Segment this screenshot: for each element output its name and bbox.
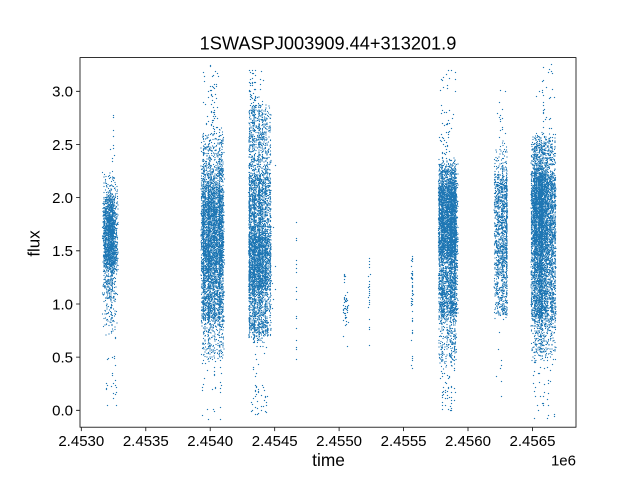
svg-text:2.4545: 2.4545 xyxy=(252,433,298,450)
svg-text:2.4540: 2.4540 xyxy=(187,433,233,450)
svg-text:1.5: 1.5 xyxy=(52,243,73,260)
svg-text:3.0: 3.0 xyxy=(52,84,73,101)
svg-text:2.0: 2.0 xyxy=(52,190,73,207)
svg-text:0.0: 0.0 xyxy=(52,403,73,420)
svg-text:2.4565: 2.4565 xyxy=(510,433,556,450)
svg-text:2.5: 2.5 xyxy=(52,137,73,154)
svg-text:2.4550: 2.4550 xyxy=(316,433,362,450)
svg-text:0.5: 0.5 xyxy=(52,350,73,367)
svg-text:2.4530: 2.4530 xyxy=(58,433,104,450)
svg-text:2.4560: 2.4560 xyxy=(445,433,491,450)
svg-text:1SWASPJ003909.44+313201.9: 1SWASPJ003909.44+313201.9 xyxy=(200,33,457,53)
svg-text:2.4555: 2.4555 xyxy=(381,433,427,450)
svg-text:2.4535: 2.4535 xyxy=(123,433,169,450)
svg-text:time: time xyxy=(312,450,345,470)
svg-text:1e6: 1e6 xyxy=(551,453,576,470)
svg-text:flux: flux xyxy=(25,230,44,257)
svg-text:1.0: 1.0 xyxy=(52,296,73,313)
